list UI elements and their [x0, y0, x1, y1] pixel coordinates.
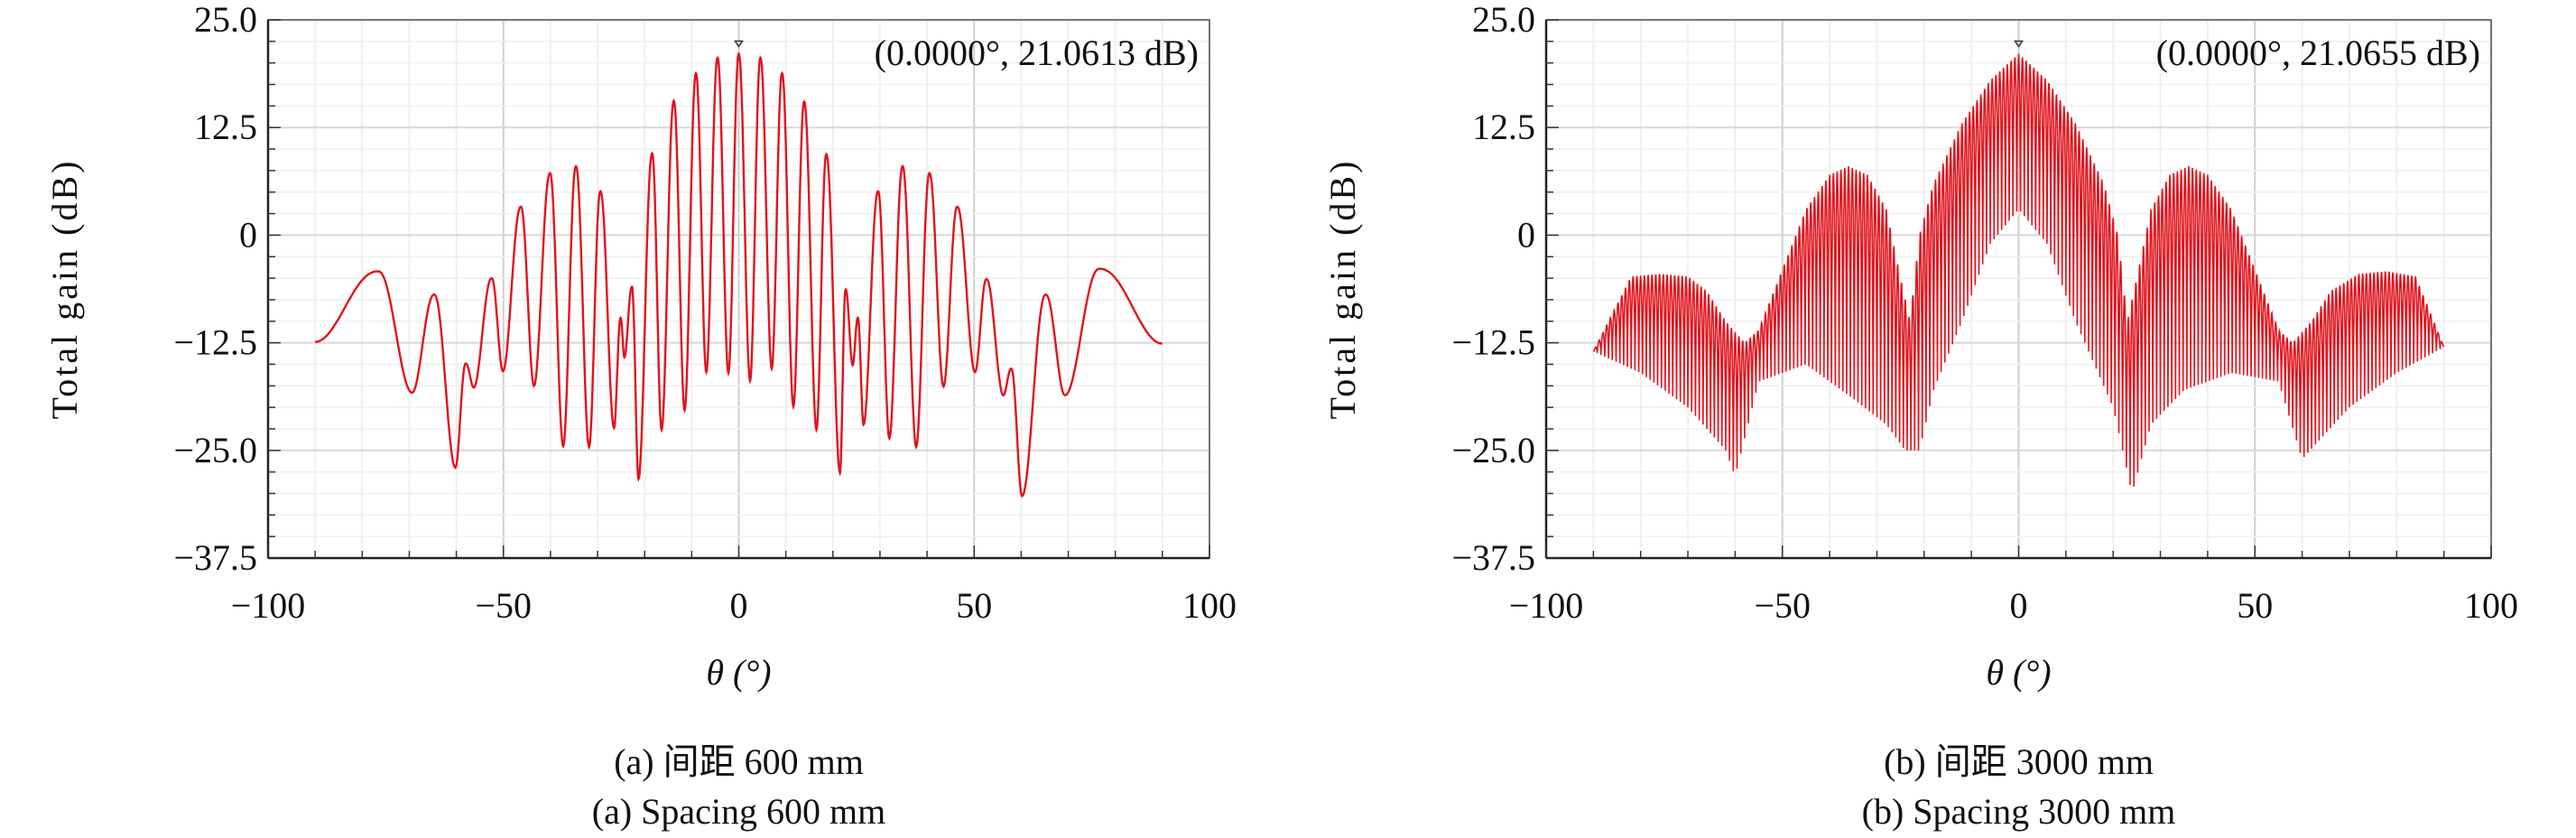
y-tick-labels: 25.0 12.5 0 −12.5 −25.0 −37.5: [1451, 0, 1535, 578]
x-tick-label: −50: [1754, 585, 1811, 626]
x-tick-label: 50: [956, 585, 992, 626]
x-tick-label: 0: [730, 585, 748, 626]
x-tick-label: 50: [2237, 585, 2273, 626]
x-tick-labels: −100 −50 0 50 100: [231, 585, 1237, 626]
x-tick-label: −100: [1509, 585, 1584, 626]
y-tick-label: −25.0: [173, 430, 257, 470]
y-tick-label: −37.5: [1451, 537, 1535, 578]
caption-chinese: (b) 间距 3000 mm: [1884, 741, 2154, 782]
x-tick-label: −100: [231, 585, 306, 626]
y-tick-label: 25.0: [194, 0, 257, 40]
x-tick-label: 100: [2464, 585, 2518, 626]
peak-annotation: (0.0000°, 21.0613 dB): [875, 33, 1199, 73]
y-axis-label: Total gain (dB): [44, 159, 85, 420]
grid: [1545, 19, 2492, 559]
x-tick-label: 0: [2010, 585, 2028, 626]
peak-annotation: (0.0000°, 21.0655 dB): [2156, 33, 2480, 73]
y-tick-label: 0: [1517, 214, 1535, 255]
x-tick-label: −50: [475, 585, 532, 626]
chart-a-spacing-600mm: (0.0000°, 21.0613 dB) 25.0 12.5 0 −12.5 −25.…: [44, 0, 1237, 832]
x-tick-labels: −100 −50 0 50 100: [1509, 585, 2518, 626]
peak-marker: [2014, 40, 2024, 48]
y-tick-label: 12.5: [1472, 107, 1535, 147]
caption-english: (a) Spacing 600 mm: [592, 791, 886, 832]
peak-marker-triangle: [734, 40, 744, 48]
chart-b-spacing-3000mm: (0.0000°, 21.0655 dB) 25.0 12.5 0 −12.5 −25.…: [1322, 0, 2518, 832]
gain-curve: [314, 51, 1163, 498]
gain-curve: [1592, 53, 2445, 487]
y-tick-label: −37.5: [173, 537, 257, 578]
y-tick-label: −12.5: [173, 322, 257, 363]
x-tick-label: 100: [1182, 585, 1237, 626]
caption-chinese: (a) 间距 600 mm: [614, 741, 864, 782]
peak-marker: [734, 40, 744, 48]
y-tick-label: 12.5: [194, 107, 257, 147]
grid: [267, 19, 1210, 559]
y-tick-label: 25.0: [1472, 0, 1535, 40]
y-tick-labels: 25.0 12.5 0 −12.5 −25.0 −37.5: [173, 0, 257, 578]
peak-marker-triangle: [2014, 40, 2024, 48]
caption-english: (b) Spacing 3000 mm: [1862, 791, 2176, 832]
y-tick-label: 0: [239, 214, 257, 255]
y-tick-label: −25.0: [1451, 430, 1535, 470]
y-axis-label: Total gain (dB): [1322, 159, 1363, 420]
y-tick-label: −12.5: [1451, 322, 1535, 363]
x-axis-label: θ (°): [706, 652, 771, 693]
ticks: [267, 19, 1210, 559]
ticks: [1545, 19, 2492, 559]
x-axis-label: θ (°): [1986, 652, 2051, 693]
